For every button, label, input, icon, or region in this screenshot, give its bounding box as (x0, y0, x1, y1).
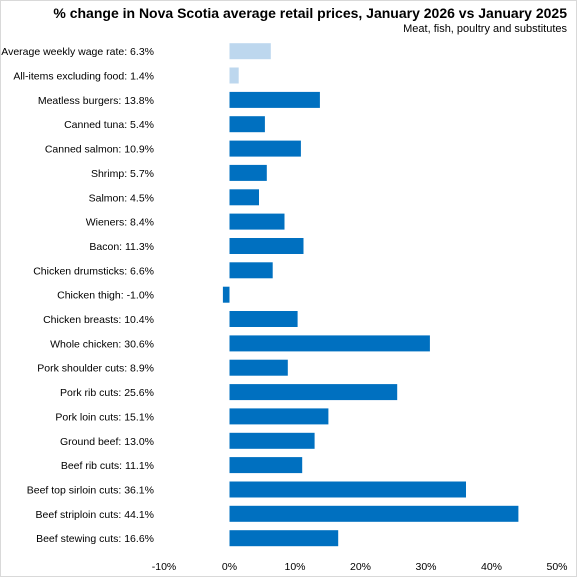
bar (229, 359, 288, 376)
category-label: Chicken thigh: -1.0% (57, 290, 154, 302)
category-label: Shrimp: 5.7% (91, 168, 154, 180)
x-tick-label: 20% (350, 561, 371, 573)
bar (229, 457, 303, 474)
x-tick-label: 50% (546, 561, 567, 573)
category-label: Bacon: 11.3% (89, 241, 154, 253)
category-label: Chicken breasts: 10.4% (43, 314, 154, 326)
bar (222, 286, 230, 303)
category-label: Canned salmon: 10.9% (45, 144, 154, 156)
x-tick-label: -10% (152, 561, 177, 573)
bar (229, 505, 519, 522)
category-label: Chicken drumsticks: 6.6% (33, 265, 154, 277)
bar (229, 213, 285, 230)
category-label: Beef top sirloin cuts: 36.1% (27, 485, 154, 497)
category-label: Pork loin cuts: 15.1% (55, 411, 154, 423)
category-label: Ground beef: 13.0% (60, 436, 154, 448)
bar (229, 384, 398, 401)
category-label: Beef striploin cuts: 44.1% (36, 509, 154, 521)
bar (229, 189, 259, 206)
category-label: Canned tuna: 5.4% (64, 119, 154, 131)
bar (229, 91, 320, 108)
category-label: Meatless burgers: 13.8% (38, 95, 154, 107)
chart-subtitle: Meat, fish, poultry and substitutes (403, 23, 567, 35)
bar (229, 335, 430, 352)
x-tick-label: 30% (415, 561, 436, 573)
bar (229, 530, 339, 547)
category-label: Average weekly wage rate: 6.3% (1, 46, 154, 58)
bar (229, 116, 265, 133)
x-tick-label: 10% (284, 561, 305, 573)
chart-title: % change in Nova Scotia average retail p… (53, 5, 567, 21)
bar (229, 67, 239, 84)
bar (229, 43, 271, 60)
category-label: Pork rib cuts: 25.6% (60, 387, 154, 399)
bar (229, 408, 329, 425)
bar (229, 140, 301, 157)
bar (229, 432, 315, 449)
bar (229, 481, 466, 498)
category-label: All-items excluding food: 1.4% (13, 71, 154, 83)
x-tick-label: 0% (222, 561, 237, 573)
category-label: Whole chicken: 30.6% (50, 338, 154, 350)
bar (229, 238, 304, 254)
category-label: Wieners: 8.4% (86, 217, 154, 229)
category-label: Salmon: 4.5% (89, 192, 154, 204)
category-label: Beef stewing cuts: 16.6% (36, 533, 154, 545)
bar (229, 311, 298, 327)
bar (229, 262, 273, 279)
x-tick-label: 40% (481, 561, 502, 573)
category-label: Pork shoulder cuts: 8.9% (37, 363, 154, 375)
bar (229, 164, 267, 181)
category-label: Beef rib cuts: 11.1% (61, 460, 154, 472)
